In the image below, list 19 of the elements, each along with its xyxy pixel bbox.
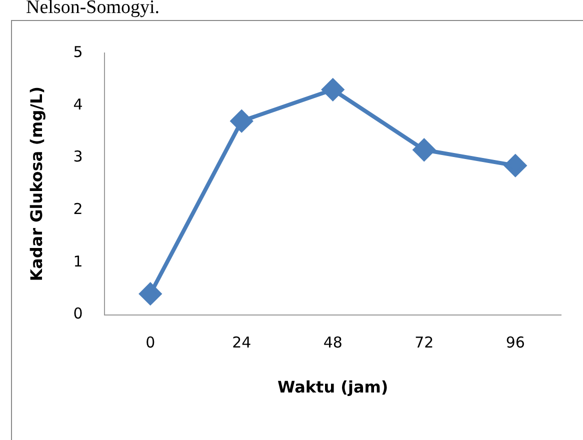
point xyxy=(139,282,162,305)
y-tick-label: 5 xyxy=(73,42,83,61)
x-tick-label: 24 xyxy=(232,334,252,352)
y-tick-label: 3 xyxy=(73,148,83,166)
text: Nelson-Somogyi. xyxy=(26,0,160,18)
point xyxy=(504,154,526,177)
point xyxy=(322,78,344,101)
y-tick-label: 4 xyxy=(73,95,83,114)
point xyxy=(230,110,253,132)
y-tick-label: 1 xyxy=(73,252,83,270)
x-tick-label: 96 xyxy=(506,334,525,352)
x-axis-title: Waktu (jam) xyxy=(278,378,388,397)
x-tick-label: 48 xyxy=(323,334,342,352)
point xyxy=(413,138,436,161)
x-tick-label: 72 xyxy=(414,334,434,352)
y-tick-label: 0 xyxy=(73,304,83,323)
y-axis-title: Kadar Glukosa (mg/L) xyxy=(26,86,46,282)
x-tick-label: 0 xyxy=(146,334,156,352)
y-tick-label: 2 xyxy=(73,200,83,218)
